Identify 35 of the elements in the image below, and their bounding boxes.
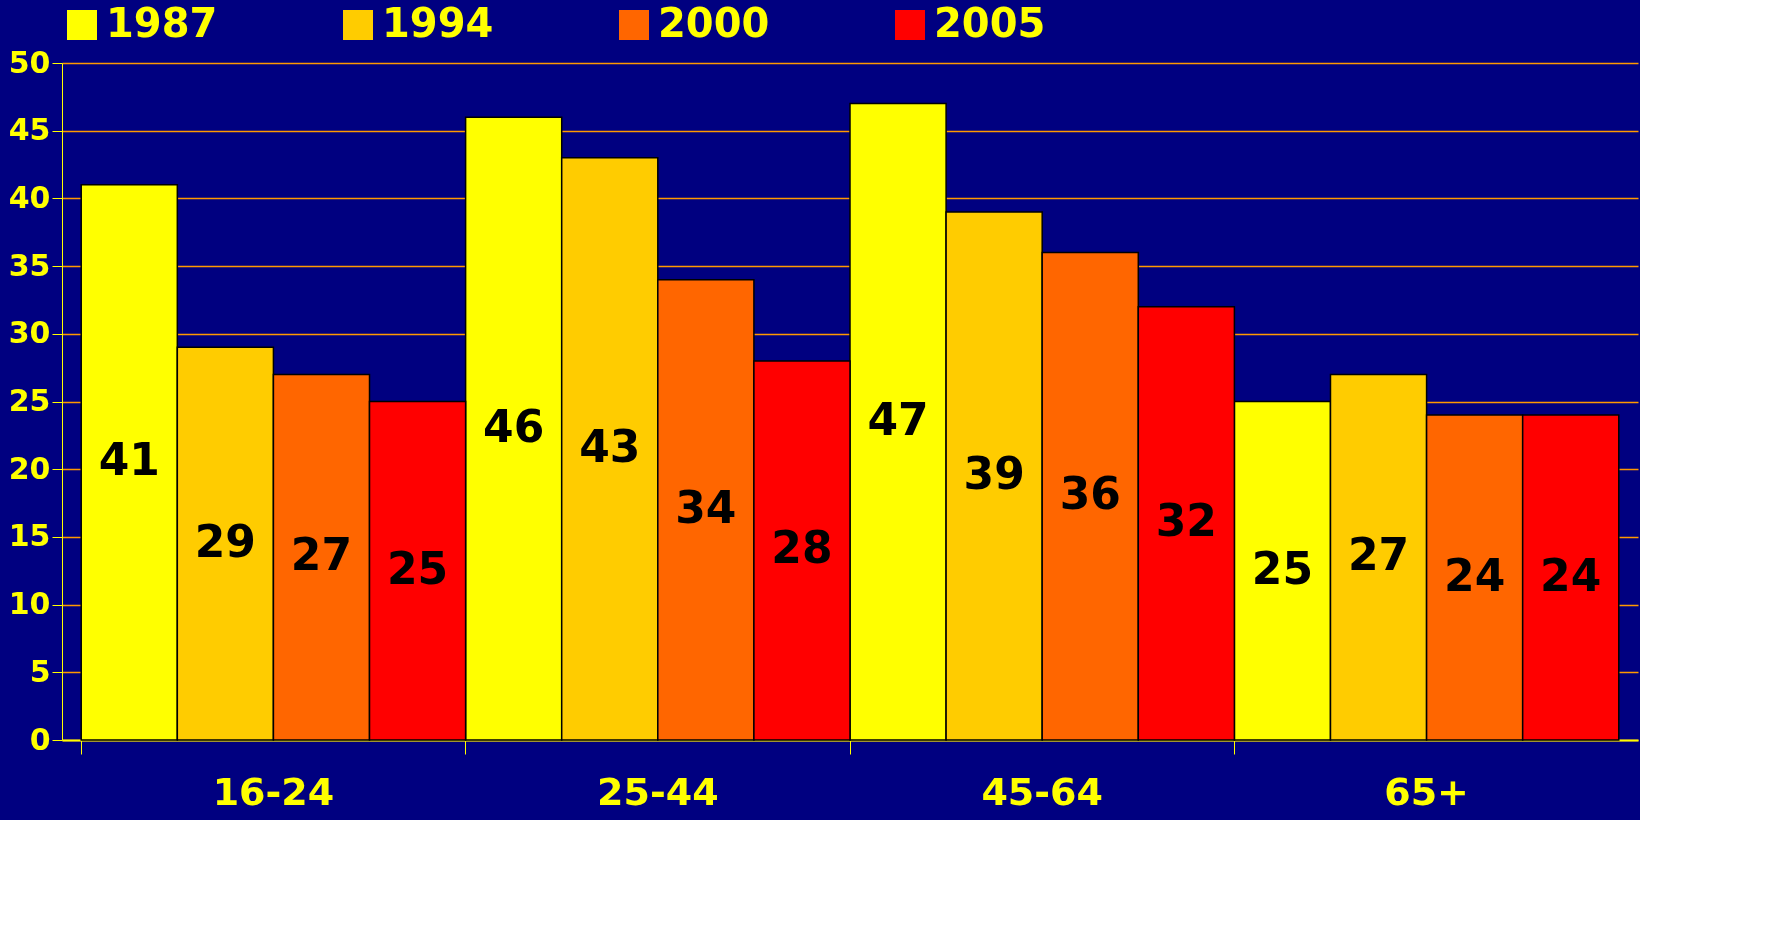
- data-label: 43: [579, 420, 641, 472]
- data-label: 27: [1347, 529, 1410, 581]
- data-label: 39: [963, 447, 1025, 499]
- y-tick-label: 20: [8, 450, 51, 486]
- data-label: 24: [1444, 549, 1506, 601]
- y-tick-label: 5: [29, 653, 51, 689]
- legend-label: 1994: [382, 0, 494, 46]
- data-label: 24: [1540, 549, 1602, 601]
- x-tick-label: 16-24: [212, 769, 335, 814]
- data-label: 27: [290, 529, 353, 581]
- data-label: 41: [98, 434, 160, 486]
- x-tick-label: 45-64: [981, 769, 1103, 814]
- x-tick-label: 65+: [1384, 769, 1469, 814]
- data-label: 32: [1155, 495, 1217, 547]
- data-label: 28: [771, 522, 833, 574]
- y-tick-label: 0: [29, 721, 51, 757]
- legend-label: 2005: [934, 0, 1046, 46]
- data-label: 46: [483, 400, 545, 452]
- data-label: 34: [675, 481, 737, 533]
- data-label: 47: [867, 393, 929, 445]
- data-label: 25: [1251, 542, 1314, 594]
- x-tick-label: 25-44: [597, 769, 719, 814]
- legend-label: 2000: [658, 0, 770, 46]
- y-tick-label: 15: [8, 518, 51, 554]
- y-tick-label: 25: [8, 383, 51, 418]
- data-label: 25: [386, 542, 449, 594]
- data-label: 29: [194, 515, 256, 567]
- y-tick-label: 45: [8, 112, 51, 148]
- data-label: 36: [1059, 468, 1121, 520]
- y-tick-label: 30: [8, 315, 51, 351]
- legend-label: 1987: [106, 0, 218, 46]
- y-tick-label: 35: [8, 247, 51, 283]
- y-tick-label: 40: [8, 179, 51, 215]
- y-tick-label: 50: [8, 44, 51, 80]
- y-tick-label: 10: [8, 586, 51, 622]
